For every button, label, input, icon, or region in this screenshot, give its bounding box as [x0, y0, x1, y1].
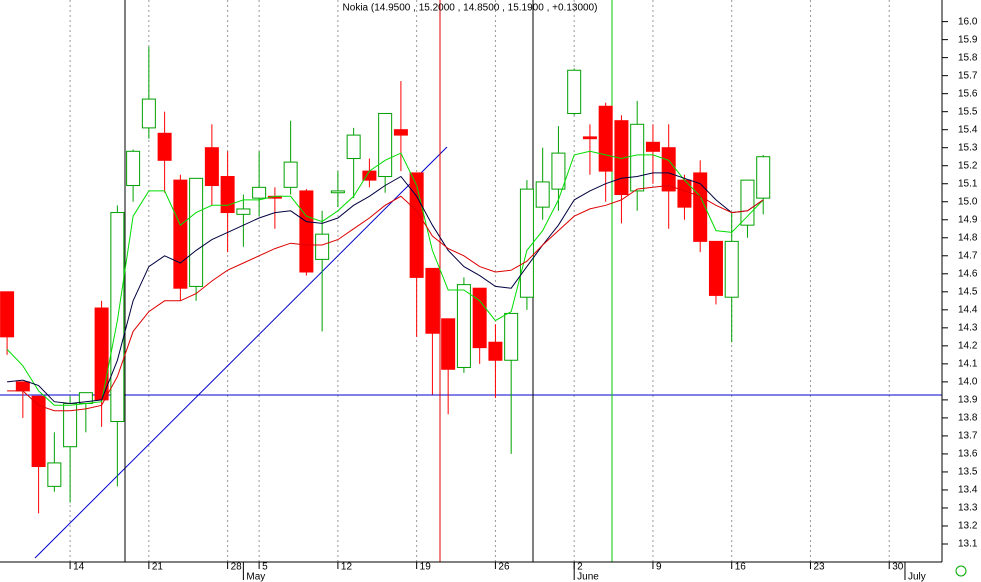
candle-body — [330, 190, 345, 194]
y-tick-label: 13.7 — [958, 431, 978, 442]
candle-body — [15, 381, 30, 392]
x-month-label: June — [577, 572, 599, 582]
candle-body — [252, 186, 267, 199]
x-tick-label: 28 — [231, 562, 243, 573]
y-tick-label: 13.2 — [958, 521, 978, 532]
y-tick-label: 14.5 — [958, 286, 978, 297]
marks — [0, 46, 771, 514]
y-tick-label: 15.2 — [958, 160, 978, 171]
y-tick-label: 15.7 — [958, 70, 978, 81]
x-tick-label: 23 — [813, 562, 825, 573]
candle-body — [740, 179, 755, 226]
x-tick-label: 16 — [735, 562, 747, 573]
y-tick-label: 14.4 — [958, 304, 978, 315]
candle-body — [31, 395, 46, 468]
x-tick-label: 9 — [656, 562, 662, 573]
candle-body — [708, 240, 723, 296]
y-tick-label: 13.6 — [958, 449, 978, 460]
candle-body — [614, 120, 629, 196]
y-tick-label: 15.5 — [958, 106, 978, 117]
candle-body — [126, 150, 141, 187]
y-tick-label: 14.3 — [958, 322, 978, 333]
status-icon — [955, 565, 967, 577]
y-tick-label: 16.0 — [958, 16, 978, 27]
candle-body — [299, 190, 314, 273]
x-tick-label: 30 — [892, 562, 904, 573]
candle-body — [378, 112, 393, 178]
candle-body — [567, 69, 582, 114]
candle-body — [157, 132, 172, 161]
candle-body — [110, 212, 125, 422]
y-tick-label: 14.6 — [958, 268, 978, 279]
candle-body — [504, 312, 519, 361]
candle-body — [220, 176, 235, 214]
y-tick-label: 15.8 — [958, 52, 978, 63]
x-month-label: July — [908, 572, 926, 582]
x-tick-label: 2 — [577, 562, 583, 573]
candle-body — [756, 156, 771, 199]
chart-title: Nokia (14.9500 , 15.2000 , 14.8500 , 15.… — [343, 3, 598, 14]
moving-average-line — [6, 150, 764, 406]
y-tick-label: 14.7 — [958, 250, 978, 261]
y-tick-label: 13.3 — [958, 503, 978, 514]
trend-line — [34, 146, 448, 559]
y-tick-label: 14.2 — [958, 340, 978, 351]
x-tick-label: 26 — [498, 562, 510, 573]
y-tick-label: 15.6 — [958, 88, 978, 99]
candle-body — [425, 267, 440, 334]
candle-body — [283, 161, 298, 188]
candle-body — [409, 172, 424, 278]
candle-body — [519, 188, 534, 298]
candle-body — [456, 284, 471, 368]
candle-body — [204, 147, 219, 187]
x-tick-label: 19 — [420, 562, 432, 573]
candle-body — [189, 177, 204, 287]
candle-body — [582, 136, 597, 140]
y-tick-label: 15.3 — [958, 142, 978, 153]
y-tick-label: 13.4 — [958, 485, 978, 496]
candle-body — [661, 147, 676, 192]
candle-body — [693, 172, 708, 242]
candle-body — [441, 318, 456, 370]
x-tick-label: 21 — [152, 562, 164, 573]
candle-body — [488, 341, 503, 361]
candle-body — [94, 307, 109, 401]
candle-body — [551, 152, 566, 190]
candle-body — [393, 129, 408, 136]
candle-body — [630, 123, 645, 192]
candle-body — [236, 208, 251, 215]
candle-body — [315, 233, 330, 260]
y-tick-label: 14.1 — [958, 358, 978, 369]
candle-body — [472, 287, 487, 349]
candle-body — [173, 179, 188, 289]
candle-body — [724, 240, 739, 298]
candle-body — [141, 98, 156, 129]
candle-body — [0, 291, 15, 338]
y-tick-label: 14.9 — [958, 214, 978, 225]
y-tick-label: 14.0 — [958, 377, 978, 388]
y-tick-label: 13.5 — [958, 467, 978, 478]
candle-body — [47, 462, 62, 487]
y-tick-label: 13.1 — [958, 539, 978, 550]
y-tick-label: 15.4 — [958, 124, 978, 135]
candle-body — [598, 105, 613, 172]
y-tick-label: 14.8 — [958, 232, 978, 243]
candle-body — [645, 141, 660, 152]
x-tick-label: 5 — [262, 562, 268, 573]
x-tick-label: 12 — [341, 562, 353, 573]
x-month-label: May — [246, 572, 265, 582]
candle-body — [535, 181, 550, 208]
moving-average-line — [7, 184, 764, 412]
y-tick-label: 15.0 — [958, 196, 978, 207]
candle-body — [346, 134, 361, 160]
y-tick-label: 13.9 — [958, 395, 978, 406]
y-tick-label: 15.9 — [958, 34, 978, 45]
x-tick-label: 14 — [73, 562, 85, 573]
y-tick-label: 13.8 — [958, 413, 978, 424]
y-tick-label: 15.1 — [958, 178, 978, 189]
moving-average-line — [7, 172, 764, 405]
